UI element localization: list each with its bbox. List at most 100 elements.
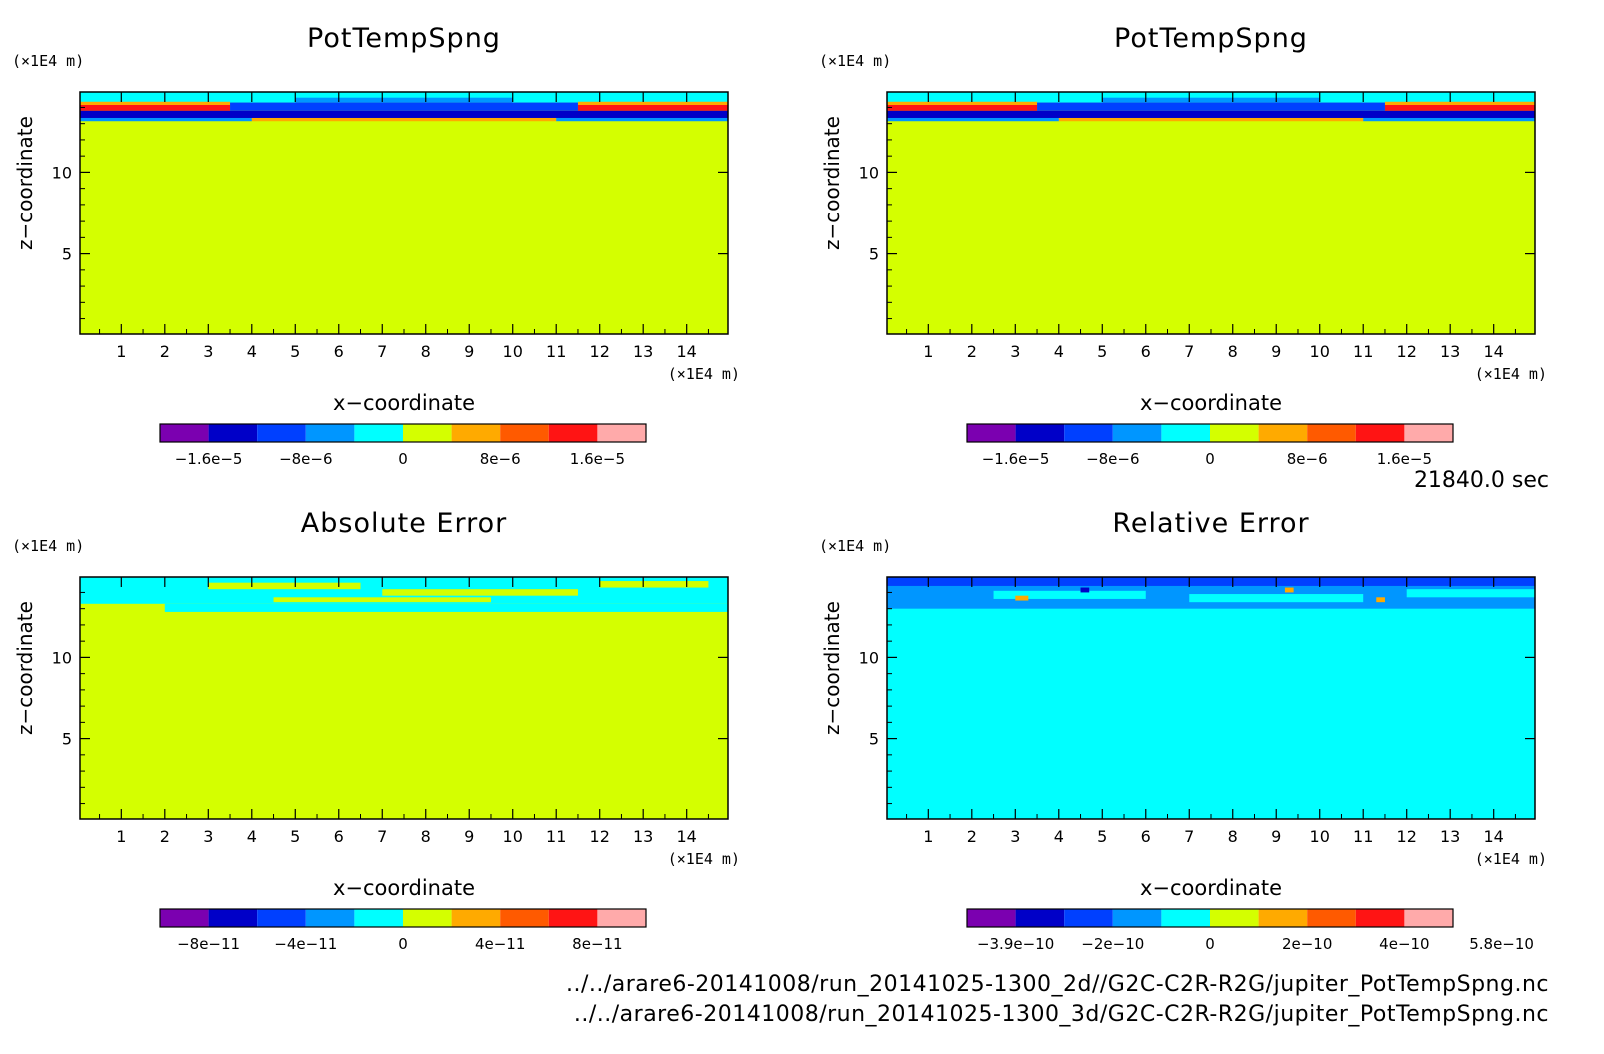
x-tick-label: 4 bbox=[247, 827, 257, 846]
panel-1: PotTempSpng(×1E4 m)1 2 3 4 5 6 7 8 9 10 11 12 13 1451… bbox=[12, 23, 740, 468]
colorbar-tick-label: 0 bbox=[398, 935, 408, 953]
colorbar-tick-label: 1.6e−5 bbox=[1377, 450, 1432, 468]
colorbar-swatch bbox=[597, 424, 646, 442]
x-tick-label: 14 bbox=[677, 827, 697, 846]
contour-band-3 bbox=[1189, 594, 1364, 603]
contour-band-4 bbox=[599, 581, 709, 588]
colorbar-tick-label: 2e−10 bbox=[1282, 935, 1332, 953]
x-tick-label: 14 bbox=[1484, 342, 1504, 361]
colorbar-swatch bbox=[1015, 424, 1065, 442]
x-tick-label: 5 bbox=[290, 342, 300, 361]
colorbar-swatch bbox=[1307, 424, 1356, 442]
x-tick-label: 13 bbox=[633, 827, 653, 846]
x-tick-label: 1 bbox=[116, 342, 126, 361]
footer-path-2d: ../../arare6-20141008/run_20141025-1300_… bbox=[565, 972, 1549, 997]
x-tick-label: 3 bbox=[203, 827, 213, 846]
y-axis-label: z−coordinate bbox=[820, 116, 844, 250]
contour-band-5 bbox=[1384, 101, 1535, 105]
contour-band-8 bbox=[251, 117, 557, 122]
panel-title: Relative Error bbox=[1112, 508, 1309, 539]
colorbar-swatch bbox=[500, 424, 549, 442]
x-tick-label: 6 bbox=[1141, 827, 1151, 846]
x-tick-label: 10 bbox=[503, 827, 523, 846]
x-tick-label: 13 bbox=[1440, 827, 1460, 846]
colorbar-swatch bbox=[160, 909, 209, 927]
colorbar-frame bbox=[966, 908, 1454, 928]
colorbar-swatch bbox=[354, 424, 403, 442]
colorbar-swatch bbox=[1161, 909, 1210, 927]
colorbar-swatch bbox=[1210, 424, 1259, 442]
y-tick-label: 5 bbox=[869, 730, 879, 749]
x-axis-label: x−coordinate bbox=[1140, 876, 1282, 900]
y-axis-label: z−coordinate bbox=[820, 601, 844, 735]
colorbar-swatch bbox=[305, 909, 355, 927]
x-tick-label: 10 bbox=[1310, 342, 1330, 361]
x-tick-label: 8 bbox=[421, 342, 431, 361]
x-tick-label: 12 bbox=[1397, 827, 1417, 846]
colorbar-tick-label: −2e−10 bbox=[1081, 935, 1144, 953]
contour-band-8 bbox=[1080, 587, 1090, 593]
colorbar-swatch bbox=[1404, 424, 1453, 442]
contour-band-5 bbox=[273, 597, 491, 603]
y-axis-label: z−coordinate bbox=[13, 601, 37, 735]
colorbar-tick-label: 8e−11 bbox=[572, 935, 622, 953]
colorbar-swatch bbox=[1258, 424, 1308, 442]
contour-band-1 bbox=[164, 603, 729, 612]
x-unit-label: (×1E4 m) bbox=[668, 365, 740, 383]
x-tick-label: 6 bbox=[334, 827, 344, 846]
contour-band-2 bbox=[80, 104, 231, 111]
x-tick-label: 12 bbox=[590, 342, 610, 361]
colorbar-tick-label: −1.6e−5 bbox=[175, 450, 243, 468]
colorbar-swatch bbox=[548, 909, 598, 927]
contour-band-1 bbox=[887, 577, 1535, 586]
x-tick-label: 7 bbox=[1184, 342, 1194, 361]
x-tick-label: 8 bbox=[421, 827, 431, 846]
y-tick-label: 5 bbox=[869, 245, 879, 264]
colorbar-swatch bbox=[1112, 424, 1162, 442]
x-tick-label: 3 bbox=[203, 342, 213, 361]
x-axis-label: x−coordinate bbox=[1140, 391, 1282, 415]
panel-2: PotTempSpng(×1E4 m)1 2 3 4 5 6 7 8 9 10 11 12 13 1451… bbox=[819, 23, 1547, 468]
contour-band-8 bbox=[1058, 117, 1364, 122]
colorbar-tick-label: 8e−6 bbox=[480, 450, 521, 468]
y-unit-label: (×1E4 m) bbox=[12, 52, 84, 70]
x-tick-label: 8 bbox=[1228, 827, 1238, 846]
contour-band-9 bbox=[80, 117, 252, 122]
colorbar-tick-label: 1.6e−5 bbox=[570, 450, 625, 468]
colorbar-swatch bbox=[1161, 424, 1210, 442]
contour-band-2 bbox=[887, 104, 1038, 111]
heatmap-background bbox=[80, 577, 728, 819]
colorbar-swatch bbox=[1064, 424, 1113, 442]
contour-band-0 bbox=[887, 92, 1535, 103]
contour-band-2 bbox=[993, 590, 1146, 599]
y-axis-label: z−coordinate bbox=[13, 116, 37, 250]
colorbar-swatch bbox=[500, 909, 549, 927]
colorbar-frame bbox=[159, 423, 647, 443]
x-tick-label: 5 bbox=[290, 827, 300, 846]
contour-band-9 bbox=[887, 117, 1059, 122]
colorbar-frame bbox=[966, 423, 1454, 443]
x-tick-label: 14 bbox=[1484, 827, 1504, 846]
contour-band-7 bbox=[1102, 97, 1320, 103]
contour-band-4 bbox=[577, 104, 728, 111]
x-tick-label: 11 bbox=[546, 342, 566, 361]
colorbar-tick-label: −8e−11 bbox=[177, 935, 240, 953]
x-tick-label: 3 bbox=[1010, 342, 1020, 361]
x-tick-label: 4 bbox=[247, 342, 257, 361]
x-tick-label: 14 bbox=[677, 342, 697, 361]
x-tick-label: 10 bbox=[1310, 827, 1330, 846]
contour-band-1 bbox=[887, 110, 1535, 118]
x-tick-label: 3 bbox=[1010, 827, 1020, 846]
y-tick-label: 10 bbox=[52, 163, 72, 182]
x-tick-label: 12 bbox=[1397, 342, 1417, 361]
colorbar-swatch bbox=[1015, 909, 1065, 927]
x-tick-label: 7 bbox=[377, 342, 387, 361]
time-label: 21840.0 sec bbox=[1413, 468, 1549, 493]
x-tick-label: 10 bbox=[503, 342, 523, 361]
colorbar-swatch bbox=[1355, 424, 1405, 442]
colorbar-tick-label: −3.9e−10 bbox=[977, 935, 1054, 953]
contour-band-10 bbox=[1363, 117, 1535, 122]
y-tick-label: 5 bbox=[62, 245, 72, 264]
x-tick-label: 4 bbox=[1054, 342, 1064, 361]
x-tick-label: 8 bbox=[1228, 342, 1238, 361]
